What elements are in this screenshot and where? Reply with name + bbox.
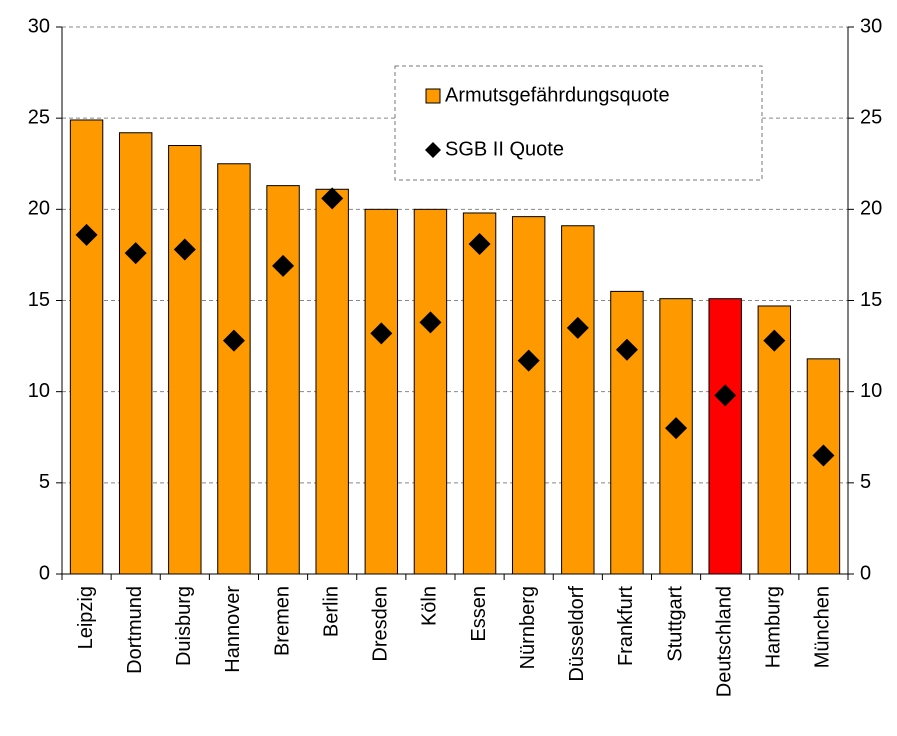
x-tick-label: Hannover — [222, 586, 244, 673]
diamond-marker — [419, 311, 442, 334]
x-tick-label: München — [812, 586, 834, 668]
x-tick-label: Frankfurt — [615, 586, 637, 666]
bar — [217, 163, 251, 575]
x-tick-label: Duisburg — [173, 586, 195, 666]
x-tick-label: Stuttgart — [664, 586, 686, 662]
bar — [610, 290, 644, 575]
y-tick-label: 5 — [39, 471, 50, 493]
x-tick-label: Deutschland — [713, 586, 735, 697]
diamond-marker — [468, 232, 491, 255]
bar — [561, 225, 595, 575]
bar — [413, 208, 448, 575]
y2-tick-label: 25 — [860, 106, 882, 128]
legend-box — [394, 65, 763, 181]
legend-label: Armutsgefährdungsquote — [445, 84, 670, 106]
diamond-marker — [173, 238, 196, 261]
x-tick-label: Nürnberg — [517, 586, 539, 669]
x-tick-label: Hamburg — [763, 586, 785, 668]
y-tick-label: 15 — [28, 289, 50, 311]
diamond-marker — [75, 223, 98, 246]
diamond-marker — [124, 242, 147, 265]
y-tick-label: 0 — [39, 562, 50, 584]
y-tick-label: 25 — [28, 106, 50, 128]
y-tick-label: 10 — [28, 380, 50, 402]
x-tick-label: Köln — [419, 586, 441, 626]
y2-tick-label: 15 — [860, 289, 882, 311]
bar — [168, 145, 202, 575]
diamond-marker — [321, 187, 344, 210]
diamond-marker — [763, 329, 786, 352]
bar — [462, 212, 497, 575]
x-tick-label: Essen — [468, 586, 490, 642]
x-tick-label: Leipzig — [75, 586, 97, 649]
x-tick-label: Berlin — [320, 586, 342, 637]
y-tick-label: 30 — [28, 15, 50, 37]
y-tick-label: 20 — [28, 198, 50, 220]
bar — [266, 185, 300, 575]
y2-tick-label: 0 — [860, 562, 871, 584]
y2-tick-label: 10 — [860, 380, 882, 402]
diamond-marker — [272, 254, 295, 277]
y2-tick-label: 20 — [860, 198, 882, 220]
bar — [69, 119, 104, 575]
x-tick-label: Dortmund — [124, 586, 146, 674]
diamond-marker — [566, 316, 589, 339]
bar — [118, 132, 153, 575]
diamond-marker — [370, 322, 393, 345]
bar — [315, 188, 349, 575]
diamond-marker — [615, 338, 638, 361]
diamond-marker — [714, 384, 737, 407]
x-tick-label: Dresden — [370, 586, 392, 662]
x-tick-label: Bremen — [271, 586, 293, 656]
diamond-marker — [222, 329, 245, 352]
bar — [511, 216, 546, 575]
diamond-marker — [517, 349, 540, 372]
legend-swatch — [425, 88, 441, 104]
y2-tick-label: 30 — [860, 15, 882, 37]
diamond-marker — [812, 444, 835, 467]
bar — [708, 298, 742, 575]
bar — [364, 208, 399, 575]
legend-label: SGB II Quote — [445, 138, 564, 160]
x-tick-label: Düsseldorf — [566, 586, 588, 682]
y2-tick-label: 5 — [860, 471, 871, 493]
diamond-marker — [665, 417, 688, 440]
legend-marker — [425, 142, 441, 158]
